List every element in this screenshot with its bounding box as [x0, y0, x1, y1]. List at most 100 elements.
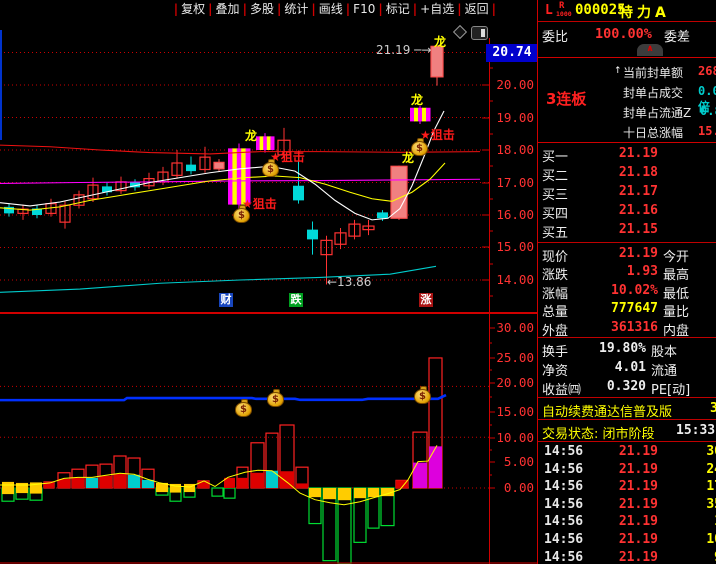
trade-status: 交易状态: 闭市阶段	[542, 427, 655, 442]
candle-up	[199, 156, 211, 171]
candle-up	[362, 225, 375, 231]
tick-volume: 24	[706, 461, 716, 477]
lower-bar-fill	[72, 477, 84, 488]
candle-down	[102, 186, 112, 193]
candle-dragon-signal	[241, 148, 247, 205]
buy-row-label: 买二	[542, 169, 569, 184]
menu-item-3[interactable]: 多股	[249, 2, 274, 16]
ma-line	[0, 265, 437, 293]
quote-row-value: 21.19	[618, 246, 658, 261]
left-edge-marker	[0, 30, 2, 140]
candle-dragon-signal	[256, 136, 261, 150]
ma-line	[0, 162, 446, 211]
fin-row-rlabel: PE[动]	[651, 383, 691, 398]
quote-row-rlabel: 最高	[663, 268, 690, 284]
candle-down	[4, 206, 14, 214]
candle-dragon-signal	[245, 148, 251, 205]
fin-row-value: 0.320	[606, 379, 646, 394]
fin-row-label: 换手	[542, 345, 569, 360]
weibi-value: 100.00%	[595, 26, 652, 42]
buy-row-label: 买四	[542, 207, 569, 222]
lower-bar-fill-below	[381, 488, 394, 497]
tick-time: 14:56	[544, 549, 584, 564]
flag-sub: 1000	[556, 10, 572, 18]
candle-down	[307, 229, 318, 240]
quote-row-label: 涨跌	[542, 268, 569, 284]
weicha-label: 委差	[664, 30, 691, 45]
candle-down	[293, 185, 304, 201]
candle-up	[73, 194, 85, 206]
menu-item-9[interactable]: 返回	[464, 2, 489, 16]
candle-up	[334, 232, 347, 245]
candle-up	[348, 223, 361, 237]
menu-item-2[interactable]: 叠加	[215, 2, 240, 16]
menu-item-5[interactable]: 画线	[318, 2, 343, 16]
fin-row-rlabel: 流通	[651, 364, 678, 379]
fin-row-rlabel: 股本	[651, 345, 678, 360]
weibi-label: 委比	[542, 30, 569, 45]
lower-bar-fill-below	[354, 488, 366, 499]
menu-item-1[interactable]: 复权	[181, 2, 206, 16]
lower-bar-fill-below	[338, 488, 351, 501]
lower-bar-fill	[142, 479, 154, 488]
menu-item-8[interactable]: +自选	[420, 2, 455, 16]
tick-price: 21.19	[618, 444, 658, 459]
info-value: 2687	[698, 64, 716, 78]
menu-item-6[interactable]: F10	[353, 1, 376, 16]
lower-bar-fill	[429, 446, 442, 488]
tick-time: 14:56	[544, 461, 584, 477]
menu-separator: |	[491, 1, 496, 16]
tick-volume: 9	[668, 550, 716, 564]
lower-bar-fill-below	[16, 488, 28, 494]
tick-time: 14:56	[544, 479, 584, 495]
candle-up	[87, 184, 99, 200]
lower-bar-fill	[30, 482, 42, 488]
buy-row-label: 买三	[542, 188, 569, 203]
lower-bar-fill	[251, 472, 264, 488]
tick-volume: 30	[706, 444, 716, 459]
lower-bar-fill-below	[309, 488, 321, 498]
tick-time: 14:56	[544, 514, 584, 530]
trade-status-time: 15:33	[676, 423, 716, 438]
info-label: 十日总涨幅	[623, 126, 684, 140]
ma-line	[0, 110, 445, 221]
lianban-badge: 3连板	[546, 90, 587, 108]
panel-toggle-icon[interactable]	[471, 26, 488, 40]
lower-bar-fill	[128, 474, 140, 488]
lower-signal-line	[0, 445, 438, 506]
menu-separator: |	[412, 1, 418, 16]
candle-limit-up	[430, 45, 444, 78]
menu-separator: |	[173, 1, 179, 16]
quote-row-label: 外盘	[542, 323, 569, 339]
stock-name: 特力A	[619, 5, 670, 21]
quote-row-rlabel: 今开	[663, 250, 690, 265]
lower-bar-fill-below	[323, 488, 336, 500]
quote-row-rlabel: 内盘	[663, 323, 690, 339]
lower-bar-fill	[198, 480, 209, 488]
tick-price: 21.19	[618, 532, 658, 547]
lower-bar-fill	[16, 482, 28, 488]
stock-chart-canvas[interactable]	[0, 0, 537, 564]
menu-item-4[interactable]: 统计	[284, 2, 309, 16]
menu-separator: |	[345, 1, 351, 16]
buy-row-label: 买一	[542, 150, 569, 165]
lower-bar-negative	[223, 487, 236, 499]
buy-row-price: 21.18	[618, 165, 658, 180]
info-value: 0.80	[700, 104, 716, 118]
menu-separator: |	[311, 1, 316, 16]
candle-down	[377, 212, 388, 219]
fin-row-label: 净资	[542, 364, 569, 379]
buy-row-price: 21.16	[618, 203, 658, 218]
ma-line	[0, 178, 481, 185]
candle-dragon-signal	[266, 136, 271, 150]
tick-price: 21.19	[618, 549, 658, 564]
buy-row-price: 21.19	[618, 146, 658, 161]
candle-limit-up	[390, 165, 408, 219]
menu-item-7[interactable]: 标记	[385, 2, 410, 16]
lower-bar-fill-below	[184, 488, 195, 493]
lower-bar-fill	[296, 483, 308, 488]
collapse-tab-chevron-up-icon[interactable]: ∧	[637, 44, 663, 56]
buy-row-price: 21.17	[618, 184, 658, 199]
info-label: 封单占流通Z	[623, 106, 692, 120]
